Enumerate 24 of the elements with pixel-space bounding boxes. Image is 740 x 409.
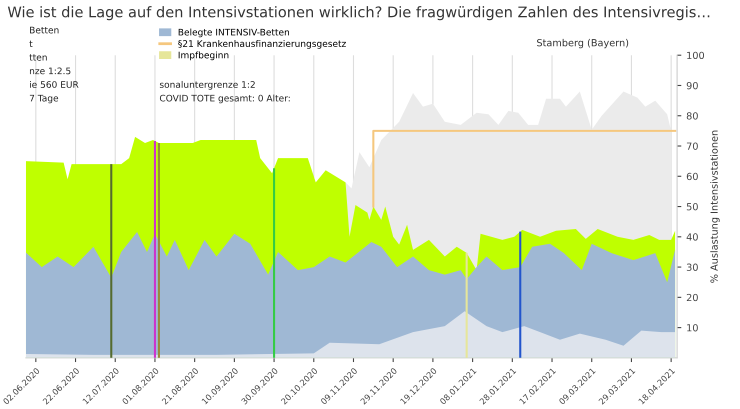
y-tick-label: 80 bbox=[686, 112, 698, 120]
y-tick-label: 40 bbox=[686, 233, 698, 241]
annotation: 7 Tage bbox=[30, 94, 58, 104]
legend-label: Belegte INTENSIV-Betten bbox=[178, 28, 290, 38]
y-tick-label: 60 bbox=[686, 172, 698, 180]
y-axis-title: % Auslastung Intensivstationen bbox=[710, 130, 720, 283]
annotation: nze 1:2.5 bbox=[30, 67, 70, 74]
legend-label: Impfbeginn bbox=[178, 51, 228, 60]
legend-label: §21 Krankenhausfinanzierungsgesetz bbox=[178, 40, 346, 49]
y-tick-label: 90 bbox=[686, 82, 698, 90]
annotation: sonaluntergrenze 1:2 bbox=[160, 80, 255, 90]
chart-subtitle: Stamberg (Bayern) bbox=[537, 38, 628, 48]
y-tick-label: 20 bbox=[686, 294, 698, 302]
annotation: COVID TOTE gesamt: 0 Alter: bbox=[160, 94, 290, 104]
annotation: tten bbox=[29, 54, 47, 61]
y-tick-label: 30 bbox=[686, 264, 698, 271]
y-tick-label: 100 bbox=[687, 52, 704, 60]
chart-title: Wie ist die Lage auf den Intensivstationen wirklich? Die fragwürdigen Zahlen des Intensivregis… bbox=[8, 6, 710, 20]
y-tick-label: 10 bbox=[687, 324, 698, 332]
text: Betten bbox=[30, 26, 58, 34]
text: t bbox=[29, 40, 32, 47]
y-tick-label: 70 bbox=[686, 142, 698, 150]
annotation: ie 560 EUR bbox=[30, 80, 79, 88]
y-tick-label: 50 bbox=[686, 203, 698, 210]
